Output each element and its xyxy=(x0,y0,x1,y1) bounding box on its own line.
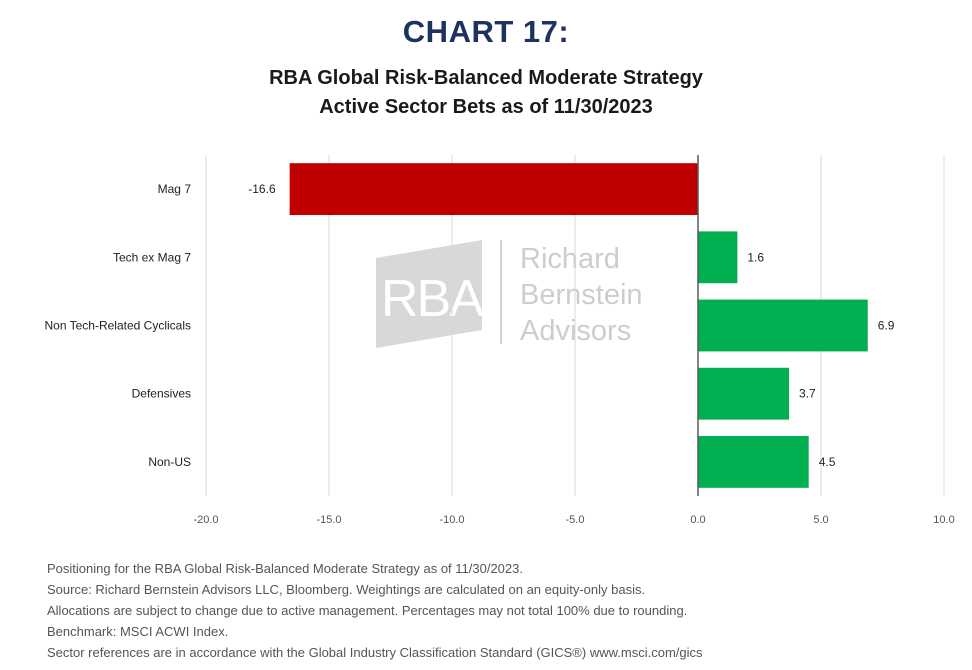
category-label: Non Tech-Related Cyclicals xyxy=(44,319,191,333)
chart-bars xyxy=(289,163,868,488)
data-label: 6.9 xyxy=(878,319,895,333)
data-label: -16.6 xyxy=(248,182,276,196)
watermark-name-line-2: Bernstein xyxy=(520,279,643,311)
tick-label: -10.0 xyxy=(439,514,464,526)
tick-label: -15.0 xyxy=(316,514,341,526)
data-label: 1.6 xyxy=(747,250,764,264)
data-label: 3.7 xyxy=(799,387,816,401)
bar xyxy=(698,435,809,488)
tick-label: -5.0 xyxy=(566,514,585,526)
watermark-name-line-3: Advisors xyxy=(520,315,631,347)
data-labels: -16.6 1.6 6.9 3.7 4.5 xyxy=(248,182,894,469)
data-label: 4.5 xyxy=(819,455,836,469)
tick-label: 5.0 xyxy=(813,514,828,526)
category-label: Tech ex Mag 7 xyxy=(113,250,191,264)
footnote-line: Benchmark: MSCI ACWI Index. xyxy=(47,624,229,639)
rba-logo-block xyxy=(376,240,482,348)
tick-label: -20.0 xyxy=(193,514,218,526)
footnotes: Positioning for the RBA Global Risk-Bala… xyxy=(47,558,947,663)
footnote-line: Sector references are in accordance with… xyxy=(47,645,703,660)
footnote-line: Positioning for the RBA Global Risk-Bala… xyxy=(47,561,523,576)
x-axis-tick-labels: -20.0 -15.0 -10.0 -5.0 0.0 5.0 10.0 xyxy=(193,514,954,526)
bar xyxy=(698,231,738,284)
chart-subtitle-line-1: RBA Global Risk-Balanced Moderate Strate… xyxy=(269,67,703,89)
chart-subtitle-line-2: Active Sector Bets as of 11/30/2023 xyxy=(319,96,653,118)
footnote-line: Allocations are subject to change due to… xyxy=(47,603,688,618)
bar-chart: RBA Richard Bernstein Advisors Mag 7 Tech… xyxy=(44,155,955,526)
footnote-line: Source: Richard Bernstein Advisors LLC, … xyxy=(47,582,646,597)
watermark-name-line-1: Richard xyxy=(520,243,620,275)
tick-label: 0.0 xyxy=(690,514,705,526)
rba-logo-letters: RBA xyxy=(381,270,484,328)
bar xyxy=(698,367,790,420)
chart-number-title: CHART 17: xyxy=(402,14,570,49)
category-label: Mag 7 xyxy=(158,182,192,196)
tick-label: 10.0 xyxy=(933,514,954,526)
bar xyxy=(698,299,868,352)
category-labels: Mag 7 Tech ex Mag 7 Non Tech-Related Cycli… xyxy=(44,182,191,469)
category-label: Non-US xyxy=(148,455,191,469)
category-label: Defensives xyxy=(132,387,191,401)
rba-watermark-logo: RBA Richard Bernstein Advisors xyxy=(376,240,643,348)
bar xyxy=(289,163,698,216)
